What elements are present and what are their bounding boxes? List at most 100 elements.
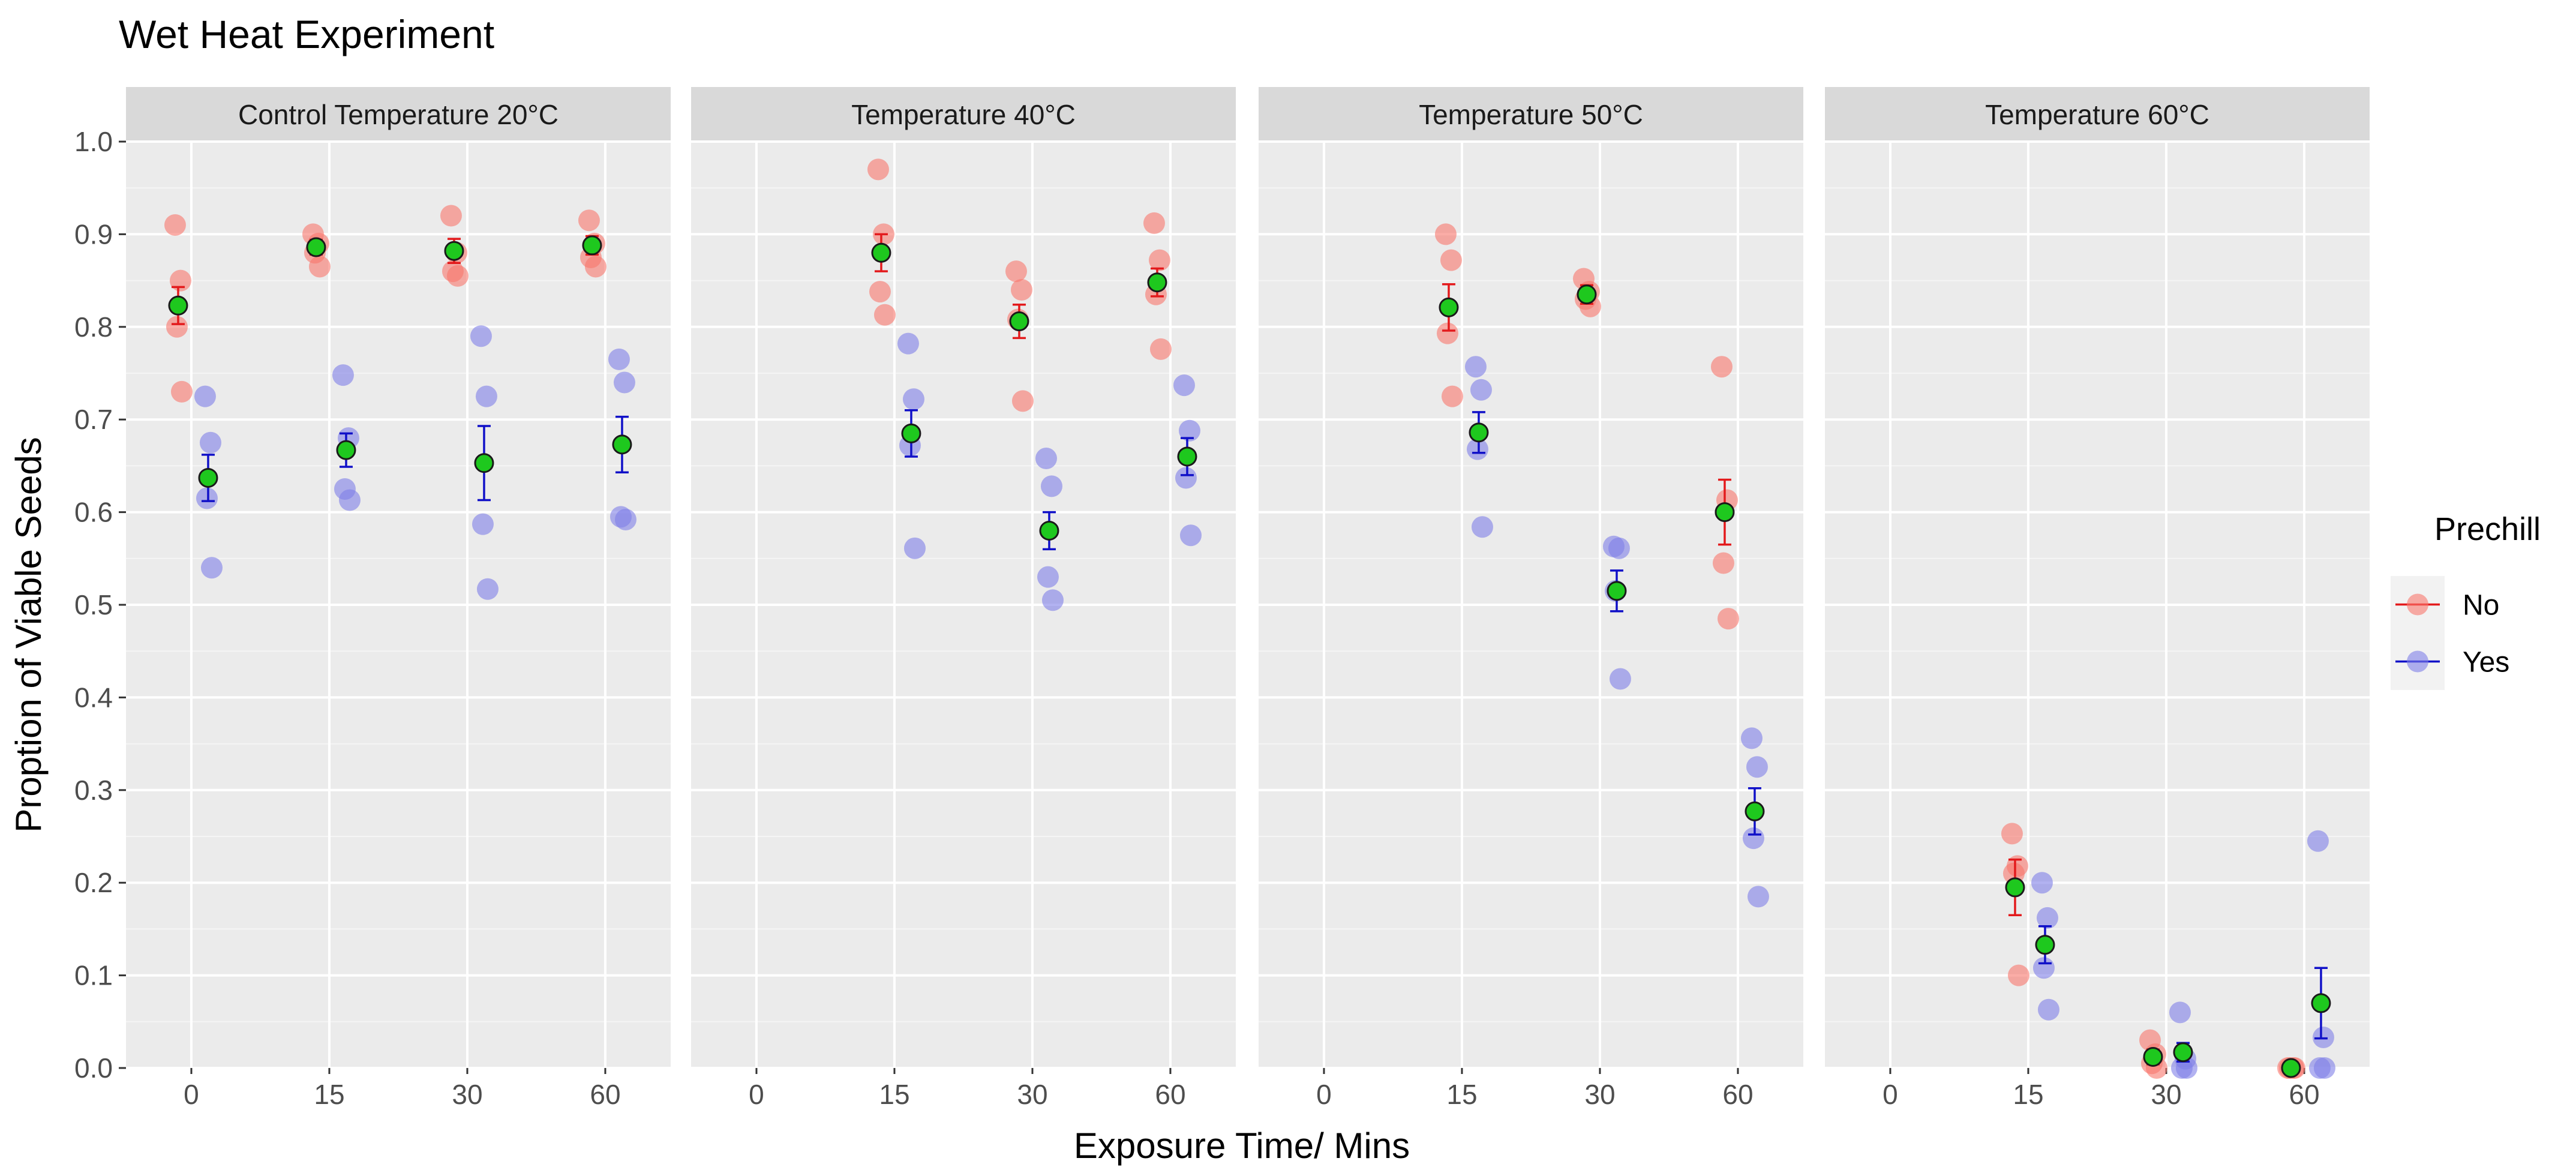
data-point	[1441, 385, 1463, 407]
legend-title: Prechill	[2434, 511, 2541, 547]
data-point	[472, 513, 494, 535]
mean-marker	[901, 423, 921, 443]
data-point	[1742, 827, 1764, 850]
data-point	[897, 332, 919, 355]
data-point	[2007, 964, 2029, 986]
panel-strip-label: Temperature 40°C	[851, 99, 1076, 130]
x-tick-label: 0	[184, 1079, 199, 1110]
data-point	[1011, 390, 1034, 412]
data-point	[1740, 727, 1763, 749]
data-point	[903, 537, 926, 559]
legend: Prechill No Yes	[2391, 511, 2541, 690]
chart-title: Wet Heat Experiment	[119, 12, 494, 56]
x-tick-label: 60	[1155, 1079, 1185, 1110]
data-point	[1464, 356, 1487, 378]
data-point	[873, 304, 896, 326]
data-point	[1035, 448, 1057, 470]
data-point	[1609, 668, 1631, 690]
mean-marker	[2005, 877, 2025, 898]
mean-marker	[1439, 297, 1459, 317]
data-point	[584, 256, 607, 278]
data-point	[196, 487, 218, 509]
mean-marker	[2281, 1058, 2301, 1078]
x-tick-label: 15	[1446, 1079, 1477, 1110]
data-point	[1608, 537, 1630, 559]
data-point	[2032, 957, 2055, 979]
mean-marker	[306, 237, 326, 257]
data-point	[1717, 608, 1739, 630]
y-tick-label: 0.2	[74, 867, 113, 898]
legend-item-no: No	[2391, 576, 2499, 633]
mean-marker	[2311, 993, 2331, 1013]
y-tick-label: 0.4	[74, 682, 113, 713]
data-point	[1173, 374, 1195, 397]
data-point	[902, 388, 924, 410]
data-point	[613, 371, 635, 394]
x-tick-label: 0	[1883, 1079, 1898, 1110]
x-tick-label: 60	[1722, 1079, 1753, 1110]
panel-strip	[1825, 87, 2370, 141]
data-point	[199, 431, 221, 454]
x-tick-label: 0	[749, 1079, 764, 1110]
data-point	[2036, 907, 2058, 929]
data-point	[440, 205, 462, 227]
data-point	[1747, 886, 1769, 908]
y-tick-label: 0.3	[74, 775, 113, 806]
data-point	[867, 158, 889, 181]
data-point	[1149, 338, 1172, 360]
data-point	[614, 508, 637, 530]
mean-marker	[444, 241, 464, 261]
mean-marker	[1745, 801, 1765, 821]
x-tick-label: 0	[1316, 1079, 1332, 1110]
x-tick-label: 15	[314, 1079, 344, 1110]
panel-strip	[691, 87, 1236, 141]
data-point	[1175, 467, 1197, 489]
data-point	[2031, 872, 2053, 894]
data-point	[476, 578, 499, 600]
data-point	[332, 364, 354, 386]
panel-strip	[126, 87, 671, 141]
x-tick-label: 30	[2151, 1079, 2181, 1110]
y-tick-label: 0.7	[74, 404, 113, 435]
y-axis-ticks: 0.0 0.1 0.2 0.3 0.4 0.5 0.6 0.7 0.8 0.9 1.0	[74, 126, 126, 1084]
data-point	[1005, 260, 1027, 283]
mean-marker	[1147, 272, 1167, 293]
y-tick-label: 0.9	[74, 218, 113, 250]
x-tick-label: 15	[2013, 1079, 2043, 1110]
y-axis-title: Proption of Viable Seeds	[8, 437, 49, 832]
x-tick-label: 30	[1017, 1079, 1047, 1110]
data-point	[1143, 212, 1165, 234]
data-point	[2307, 830, 2329, 852]
data-point	[170, 380, 193, 403]
y-tick-label: 1.0	[74, 126, 113, 157]
data-point	[446, 265, 469, 287]
data-point	[166, 316, 188, 338]
panel-1: Control Temperature 20°C 0 15 30 60	[126, 87, 671, 1110]
data-point	[475, 385, 497, 407]
data-point	[194, 385, 216, 407]
y-tick-label: 0.1	[74, 960, 113, 991]
data-point	[578, 209, 600, 232]
y-tick-label: 0.8	[74, 311, 113, 343]
x-axis-title: Exposure Time/ Mins	[1074, 1126, 1410, 1166]
legend-item-yes: Yes	[2391, 633, 2509, 690]
y-tick-label: 0.0	[74, 1052, 113, 1084]
panel-strip-label: Control Temperature 20°C	[238, 99, 559, 130]
panel-2: Temperature 40°C 0 15 30 60	[691, 87, 1236, 1110]
data-point	[2169, 1001, 2191, 1024]
x-tick-label: 60	[2289, 1079, 2319, 1110]
data-point	[1471, 516, 1493, 538]
data-point	[1466, 438, 1488, 460]
data-point	[1010, 279, 1032, 301]
mean-marker	[198, 467, 218, 488]
data-point	[164, 214, 186, 236]
data-point	[1148, 249, 1170, 271]
mean-marker	[1009, 311, 1029, 332]
panel-strip-label: Temperature 60°C	[1985, 99, 2209, 130]
data-point	[169, 269, 191, 292]
data-point	[308, 256, 331, 278]
data-point	[338, 489, 361, 511]
data-point	[869, 281, 891, 303]
data-point	[608, 348, 630, 370]
